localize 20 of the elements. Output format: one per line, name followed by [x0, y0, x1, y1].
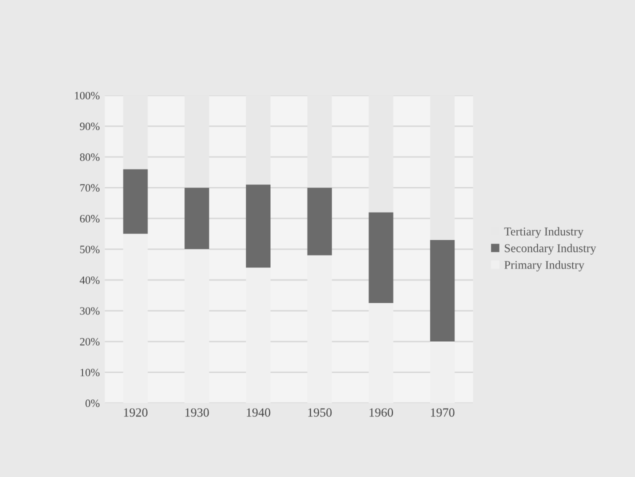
legend-label: Secondary Industry [504, 244, 596, 255]
text: Tertiary Industry [504, 227, 584, 238]
x-tick-label: 1930 [185, 408, 209, 417]
x-tick-label: 1920 [124, 408, 148, 417]
y-tick-label: 90% [80, 122, 100, 130]
y-tick-label: 10% [80, 368, 100, 376]
y-tick-label: 40% [80, 276, 100, 284]
x-tick-label: 1940 [246, 408, 270, 417]
x-tick-label: 1970 [430, 408, 454, 417]
y-tick-label: 50% [80, 246, 100, 254]
y-tick-label: 100% [74, 92, 100, 100]
y-tick-label: 70% [80, 184, 100, 192]
y-tick-label: 60% [80, 214, 100, 222]
y-tick-label: 80% [80, 153, 100, 161]
x-tick-label: 1950 [308, 408, 332, 417]
legend-label: Primary Industry [504, 260, 584, 272]
x-tick-label: 1960 [370, 408, 394, 417]
y-tick-label: 30% [80, 307, 100, 315]
y-tick-label: 20% [80, 338, 100, 346]
y-tick-label: 0% [86, 400, 100, 408]
